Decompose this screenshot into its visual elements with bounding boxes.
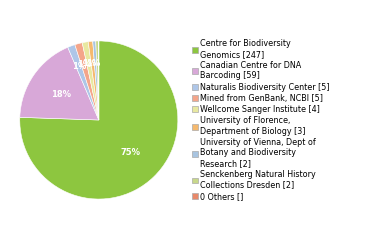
Text: 18%: 18% bbox=[51, 90, 71, 99]
Wedge shape bbox=[68, 45, 99, 120]
Wedge shape bbox=[20, 41, 178, 199]
Text: 1%: 1% bbox=[77, 60, 91, 70]
Text: 75%: 75% bbox=[121, 149, 141, 157]
Wedge shape bbox=[93, 41, 99, 120]
Wedge shape bbox=[82, 42, 99, 120]
Text: 1%: 1% bbox=[72, 62, 86, 71]
Wedge shape bbox=[96, 41, 99, 120]
Text: 1%: 1% bbox=[86, 59, 100, 68]
Legend: Centre for Biodiversity
Genomics [247], Canadian Centre for DNA
Barcoding [59], : Centre for Biodiversity Genomics [247], … bbox=[190, 38, 332, 202]
Wedge shape bbox=[75, 43, 99, 120]
Text: 1%: 1% bbox=[82, 60, 96, 68]
Wedge shape bbox=[88, 41, 99, 120]
Wedge shape bbox=[20, 47, 99, 120]
